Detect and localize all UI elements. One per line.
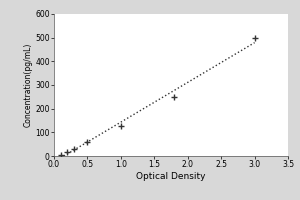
- Y-axis label: Concentration(pg/mL): Concentration(pg/mL): [23, 43, 32, 127]
- X-axis label: Optical Density: Optical Density: [136, 172, 206, 181]
